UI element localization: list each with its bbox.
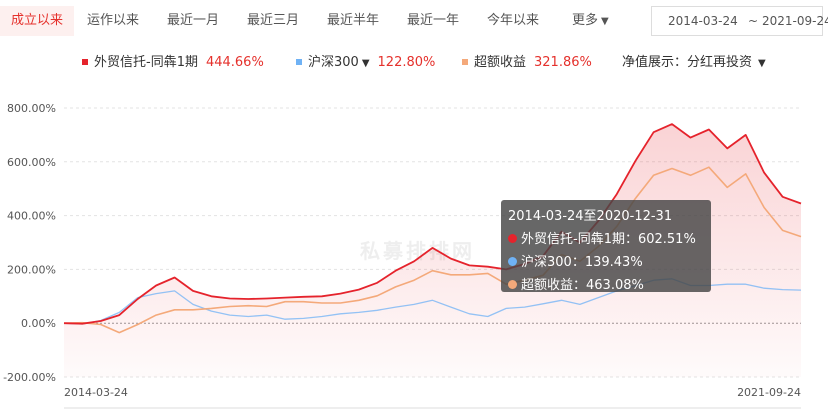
tab-since-operation[interactable]: 运作以来 (86, 13, 139, 28)
date-end[interactable]: 2021-09-24 (762, 14, 828, 28)
tooltip-dot (508, 280, 517, 289)
more-dropdown[interactable]: 更多 ▼ (572, 6, 609, 36)
legend-item-excess[interactable]: 超额收益 321.86% (462, 52, 592, 74)
legend-swatch-excess (462, 58, 468, 65)
legend-name: 外贸信托-同犇1期 (94, 55, 198, 70)
nav-display-label: 净值展示： (622, 55, 688, 70)
tooltip-label: 外贸信托-同犇1期： (521, 232, 638, 247)
legend-value: 444.66% (205, 55, 264, 70)
y-tick-label: 600.00% (7, 156, 56, 169)
fund-area (64, 124, 801, 377)
legend-item-hs300[interactable]: 沪深300 ▼ 122.80% (296, 52, 435, 74)
tab-last-year[interactable]: 最近一年 (406, 13, 459, 28)
tab-last-month[interactable]: 最近一月 (166, 13, 219, 28)
tab-last-half-year[interactable]: 最近半年 (326, 13, 379, 28)
legend-swatch-hs300 (296, 58, 302, 65)
tab-year-to-date[interactable]: 今年以来 (486, 13, 539, 28)
period-tabs: 成立以来 运作以来 最近一月 最近三月 最近半年 最近一年 今年以来 更多 ▼ (0, 0, 640, 42)
legend-value: 321.86% (534, 55, 592, 70)
chevron-down-icon: ▼ (601, 16, 609, 27)
date-separator: ~ (748, 14, 759, 28)
tooltip-dot (508, 234, 517, 243)
tooltip-value: 139.43% (584, 255, 643, 270)
y-tick-label: 800.00% (7, 102, 56, 115)
y-tick-label: -200.00% (3, 371, 56, 384)
tooltip-value: 602.51% (637, 232, 696, 247)
y-tick-label: 0.00% (21, 317, 56, 330)
more-label: 更多 (572, 13, 599, 28)
tooltip-label: 沪深300： (521, 255, 585, 270)
tooltip-row-hs300: 沪深300：139.43% (508, 251, 711, 274)
date-start[interactable]: 2014-03-24 (668, 14, 738, 28)
legend-name: 超额收益 (474, 55, 527, 70)
tab-last-three-months[interactable]: 最近三月 (246, 13, 299, 28)
tooltip-label: 超额收益： (521, 278, 587, 293)
legend-name: 沪深300 (308, 55, 359, 70)
x-tick-label: 2014-03-24 (64, 386, 128, 399)
performance-chart[interactable]: 800.00% 600.00% 400.00% 200.00% 0.00% -200.00… (0, 88, 828, 410)
x-tick-label: 2021-09-24 (737, 386, 801, 399)
nav-display-mode[interactable]: 净值展示：分红再投资 ▼ (622, 52, 766, 74)
chart-tooltip: 2014-03-24至2020-12-31 外贸信托-同犇1期：602.51% … (501, 200, 711, 293)
tooltip-value: 463.08% (586, 278, 644, 293)
y-tick-label: 400.00% (7, 210, 56, 223)
legend-item-fund[interactable]: 外贸信托-同犇1期 444.66% (82, 52, 264, 74)
y-tick-label: 200.00% (7, 263, 56, 276)
legend-swatch-fund (82, 58, 88, 65)
series-line-excess (63, 166, 802, 334)
tab-since-inception[interactable]: 成立以来 (0, 6, 74, 36)
series-line-fund (63, 123, 802, 325)
date-range-picker[interactable]: 2014-03-24 ~ 2021-09-24 (651, 6, 828, 36)
tooltip-row-excess: 超额收益：463.08% (508, 274, 711, 297)
tooltip-title: 2014-03-24至2020-12-31 (508, 209, 673, 224)
chevron-down-icon[interactable]: ▼ (361, 58, 370, 69)
nav-display-value[interactable]: 分红再投资 (687, 55, 753, 70)
chart-legend: 外贸信托-同犇1期 444.66% 沪深300 ▼ 122.80% 超额收益 321.8… (0, 52, 828, 74)
tooltip-dot (508, 257, 517, 266)
tooltip-row-fund: 外贸信托-同犇1期：602.51% (508, 228, 711, 251)
chevron-down-icon: ▼ (758, 58, 766, 69)
legend-value: 122.80% (377, 55, 436, 70)
